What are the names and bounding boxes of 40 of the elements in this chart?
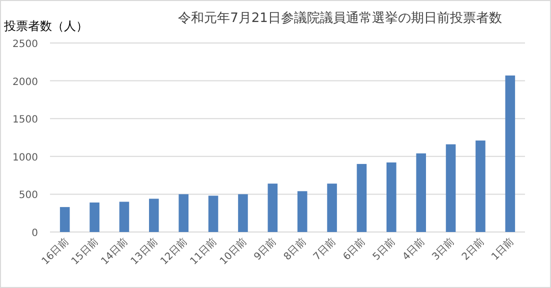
y-tick-label: 1500 bbox=[12, 114, 38, 126]
chart-title: 令和元年7月21日参議院議員通常選挙の期日前投票者数 bbox=[178, 11, 502, 26]
bar bbox=[238, 194, 248, 232]
bar bbox=[119, 202, 130, 232]
bar bbox=[268, 184, 278, 232]
bar bbox=[90, 202, 100, 232]
bar bbox=[60, 207, 70, 232]
bar bbox=[327, 184, 337, 232]
bar bbox=[476, 140, 486, 232]
x-tick-label: 10日前 bbox=[217, 236, 250, 268]
x-tick-label: 7日前 bbox=[311, 236, 338, 263]
bar bbox=[416, 153, 426, 232]
y-tick-label: 500 bbox=[18, 190, 38, 202]
bar bbox=[446, 144, 456, 232]
y-axis-title: 投票者数（人） bbox=[3, 19, 88, 33]
x-tick-label: 6日前 bbox=[340, 236, 368, 263]
x-tick-label: 5日前 bbox=[370, 236, 398, 263]
bar bbox=[208, 196, 218, 232]
x-tick-label: 16日前 bbox=[39, 236, 71, 268]
bar bbox=[297, 191, 308, 232]
x-tick-label: 4日前 bbox=[400, 236, 428, 263]
bar bbox=[178, 194, 188, 232]
x-tick-label: 1日前 bbox=[489, 236, 516, 263]
x-tick-label: 13日前 bbox=[128, 236, 160, 268]
x-tick-label: 15日前 bbox=[69, 236, 101, 268]
y-tick-label: 0 bbox=[32, 228, 38, 239]
x-tick-label: 14日前 bbox=[98, 236, 130, 268]
y-tick-label: 2000 bbox=[12, 76, 38, 88]
bar bbox=[356, 164, 367, 232]
x-tick-label: 9日前 bbox=[252, 236, 279, 263]
bar bbox=[386, 162, 396, 232]
x-tick-label: 3日前 bbox=[430, 236, 457, 263]
y-tick-label: 2500 bbox=[12, 39, 38, 50]
bar bbox=[505, 76, 516, 232]
bar bbox=[149, 198, 159, 232]
x-tick-label: 2日前 bbox=[459, 236, 487, 263]
x-tick-label: 8日前 bbox=[281, 236, 308, 263]
x-tick-label: 12日前 bbox=[158, 236, 190, 268]
y-tick-label: 1000 bbox=[12, 152, 38, 164]
x-tick-label: 11日前 bbox=[188, 236, 220, 268]
